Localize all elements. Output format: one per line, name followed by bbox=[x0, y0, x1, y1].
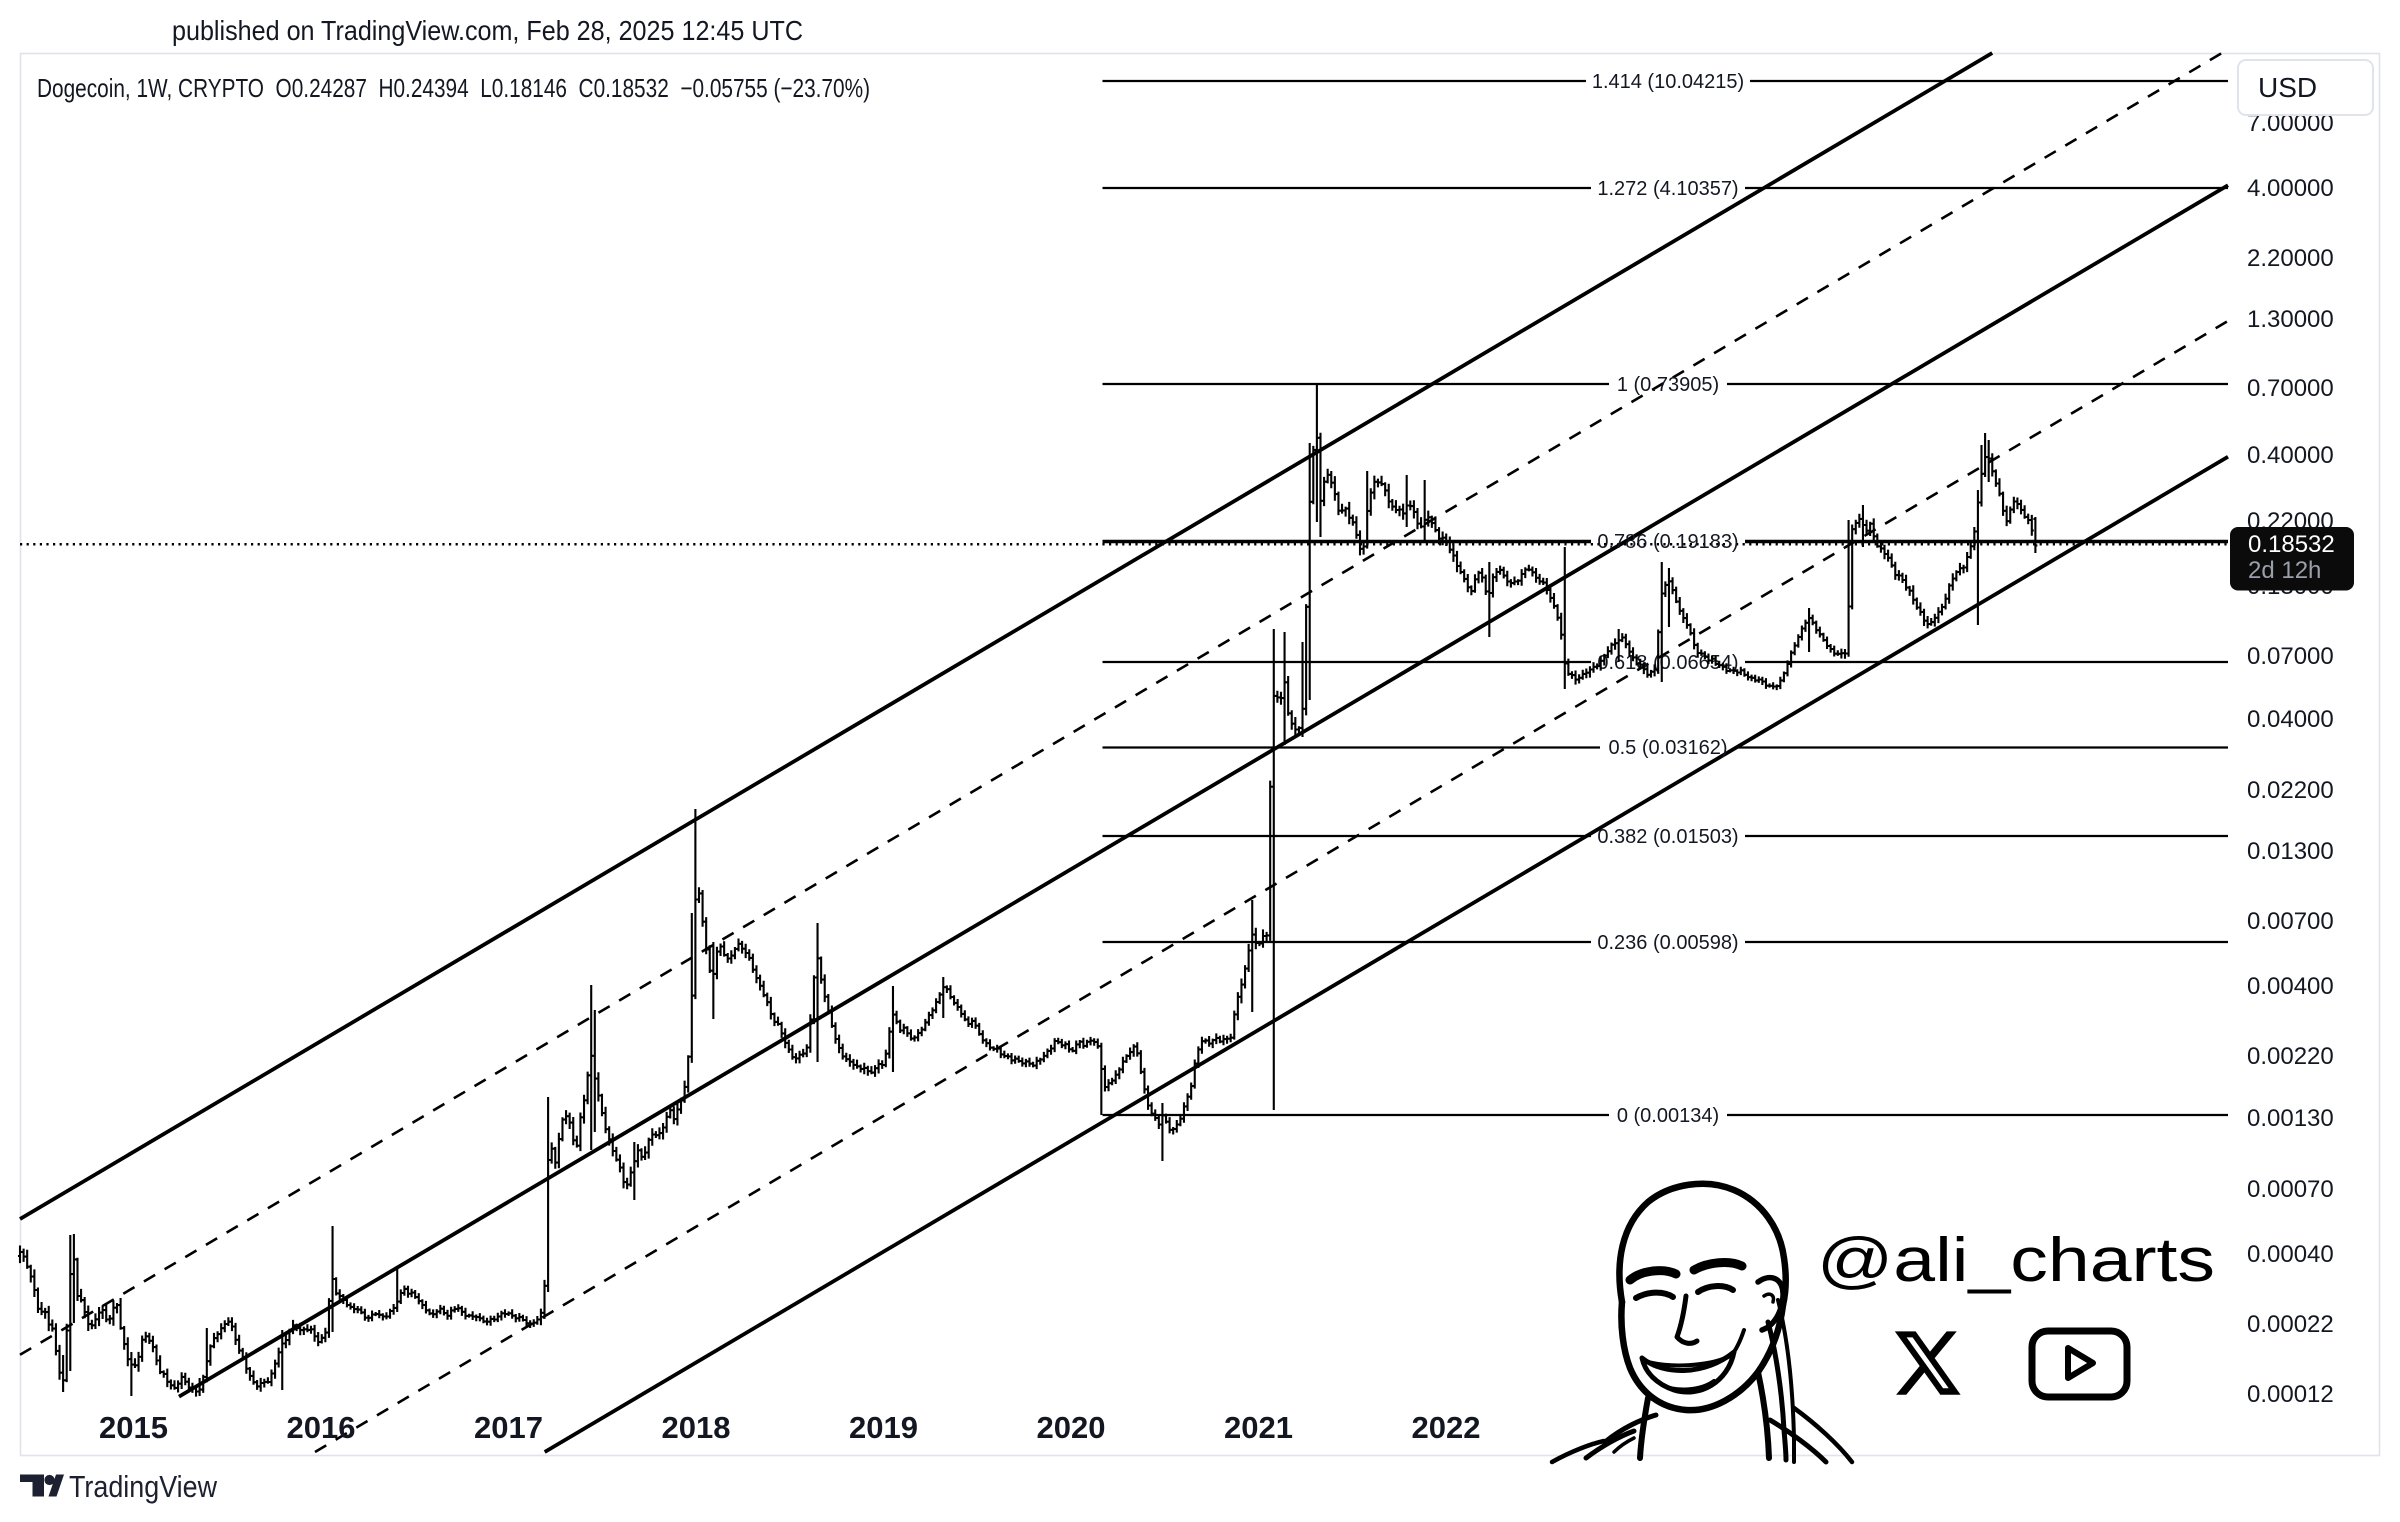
svg-text:0.00022: 0.00022 bbox=[2247, 1311, 2334, 1338]
svg-text:0.00040: 0.00040 bbox=[2247, 1241, 2334, 1268]
svg-text:0.04000: 0.04000 bbox=[2247, 706, 2334, 733]
svg-text:0.01300: 0.01300 bbox=[2247, 838, 2334, 865]
svg-text:0.786 (0.19183): 0.786 (0.19183) bbox=[1597, 531, 1738, 553]
svg-text:0.00700: 0.00700 bbox=[2247, 908, 2334, 935]
svg-text:2019: 2019 bbox=[849, 1410, 918, 1445]
svg-text:0.02200: 0.02200 bbox=[2247, 777, 2334, 804]
svg-text:0.382 (0.01503): 0.382 (0.01503) bbox=[1597, 826, 1738, 848]
svg-text:0.18532: 0.18532 bbox=[2248, 531, 2335, 558]
svg-text:2d 12h: 2d 12h bbox=[2248, 557, 2321, 584]
svg-text:0.07000: 0.07000 bbox=[2247, 643, 2334, 670]
svg-text:1.30000: 1.30000 bbox=[2247, 306, 2334, 333]
svg-text:2021: 2021 bbox=[1224, 1410, 1293, 1445]
svg-text:Dogecoin, 1W, CRYPTO O0.24287: Dogecoin, 1W, CRYPTO O0.24287 H0.24394 L… bbox=[37, 73, 870, 103]
svg-text:@ali_charts: @ali_charts bbox=[1817, 1226, 2215, 1295]
svg-text:2.20000: 2.20000 bbox=[2247, 245, 2334, 272]
svg-text:USD: USD bbox=[2258, 72, 2317, 103]
svg-text:0 (0.00134): 0 (0.00134) bbox=[1617, 1105, 1719, 1127]
svg-text:2017: 2017 bbox=[474, 1410, 543, 1445]
svg-text:0.00400: 0.00400 bbox=[2247, 973, 2334, 1000]
svg-text:0.5 (0.03162): 0.5 (0.03162) bbox=[1609, 737, 1728, 759]
svg-text:4.00000: 4.00000 bbox=[2247, 175, 2334, 202]
svg-text:0.236 (0.00598): 0.236 (0.00598) bbox=[1597, 932, 1738, 954]
svg-text:1 (0.73905): 1 (0.73905) bbox=[1617, 374, 1719, 396]
svg-text:0.00070: 0.00070 bbox=[2247, 1176, 2334, 1203]
svg-text:1.272 (4.10357): 1.272 (4.10357) bbox=[1597, 178, 1738, 200]
svg-text:1.414 (10.04215): 1.414 (10.04215) bbox=[1592, 71, 1744, 93]
svg-text:2018: 2018 bbox=[662, 1410, 731, 1445]
svg-text:2022: 2022 bbox=[1412, 1410, 1481, 1445]
svg-text:0.00130: 0.00130 bbox=[2247, 1105, 2334, 1132]
svg-text:2020: 2020 bbox=[1037, 1410, 1106, 1445]
svg-text:2016: 2016 bbox=[287, 1410, 356, 1445]
svg-text:0.40000: 0.40000 bbox=[2247, 442, 2334, 469]
svg-text:published on TradingView.com,: published on TradingView.com, Feb 28, 20… bbox=[172, 15, 803, 46]
svg-text:2015: 2015 bbox=[99, 1410, 168, 1445]
svg-text:0.70000: 0.70000 bbox=[2247, 375, 2334, 402]
svg-text:0.00220: 0.00220 bbox=[2247, 1043, 2334, 1070]
svg-text:TradingView: TradingView bbox=[69, 1469, 218, 1504]
svg-text:0.00012: 0.00012 bbox=[2247, 1381, 2334, 1408]
